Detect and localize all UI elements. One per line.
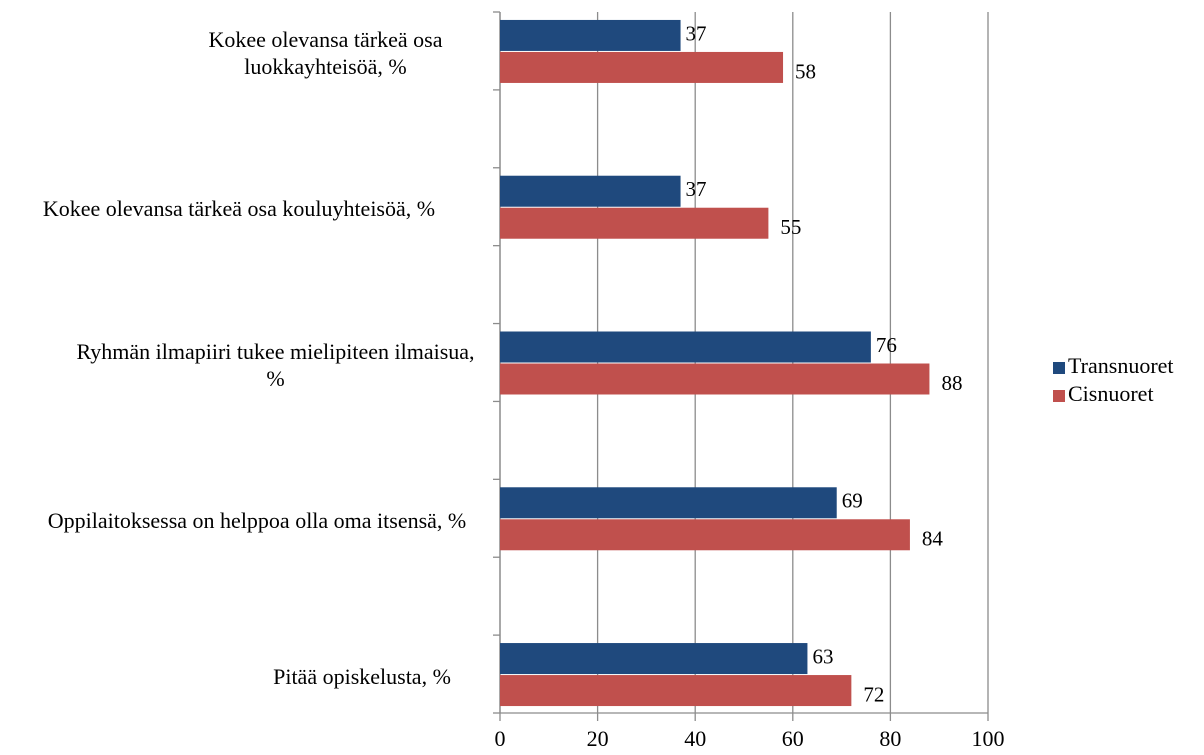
value-label: 84	[922, 527, 944, 551]
bar	[500, 487, 837, 519]
y-tick-label: Kokee olevansa tärkeä osa luokkayhteisöä…	[208, 26, 443, 79]
bar	[500, 643, 808, 675]
y-tick-label: Oppilaitoksessa on helppoa olla oma itse…	[47, 507, 467, 533]
bar	[500, 675, 852, 707]
legend-label: Transnuoret	[1068, 353, 1174, 378]
value-label: 76	[876, 333, 897, 357]
bar	[500, 51, 784, 83]
x-tick-label: 0	[495, 726, 506, 751]
x-tick-label: 60	[782, 726, 804, 751]
value-label: 69	[842, 489, 863, 513]
value-label: 63	[812, 644, 833, 668]
bar	[500, 19, 681, 51]
bar	[500, 331, 871, 363]
value-label: 72	[863, 682, 884, 706]
bar	[500, 207, 769, 239]
value-label: 37	[686, 21, 707, 45]
x-tick-label: 40	[684, 726, 706, 751]
legend-swatch	[1053, 390, 1065, 402]
y-tick-label: Pitää opiskelusta, %	[273, 663, 451, 689]
y-tick-label: Kokee olevansa tärkeä osa kouluyhteisöä,…	[42, 196, 436, 222]
y-tick-label: Ryhmän ilmapiiri tukee mielipiteen ilmai…	[76, 338, 475, 391]
bar	[500, 519, 910, 551]
value-label: 88	[941, 371, 962, 395]
value-label: 55	[780, 215, 801, 239]
x-tick-label: 20	[587, 726, 609, 751]
x-tick-label: 80	[879, 726, 901, 751]
legend-swatch	[1053, 362, 1065, 374]
value-label: 58	[795, 59, 816, 83]
bar	[500, 363, 930, 395]
bar	[500, 175, 681, 207]
legend-label: Cisnuoret	[1068, 381, 1154, 406]
value-label: 37	[686, 177, 707, 201]
x-tick-label: 100	[972, 726, 1005, 751]
